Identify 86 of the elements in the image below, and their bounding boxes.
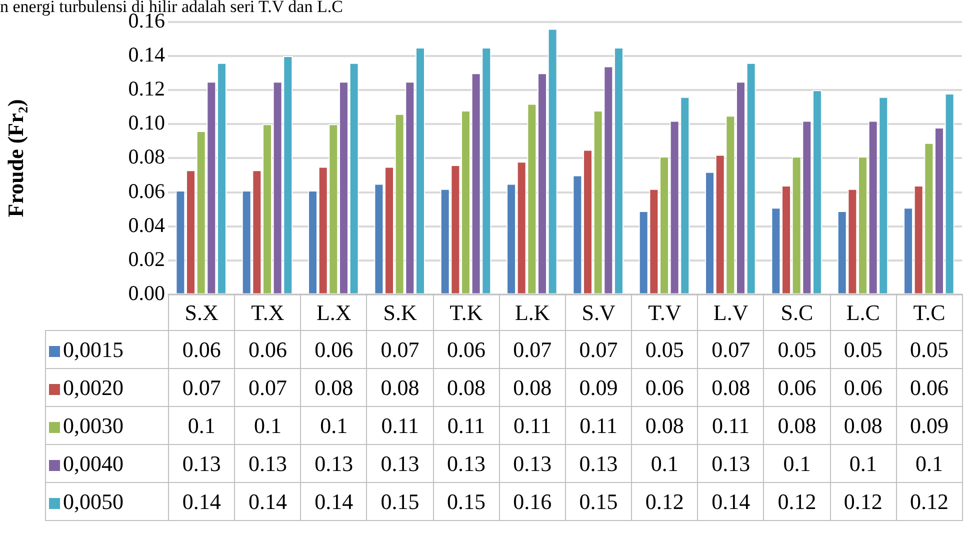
data-label: 0.05 [896, 330, 962, 368]
data-label: 0.07 [366, 330, 434, 368]
data-label: 0.07 [698, 330, 764, 368]
x-tick-label: S.V [565, 294, 632, 330]
data-label: 0.06 [830, 368, 896, 406]
data-label: 0.1 [830, 444, 896, 482]
data-label: 0.09 [896, 406, 962, 444]
data-label: 0.12 [830, 482, 896, 520]
legend-label: 0,0040 [46, 444, 168, 482]
y-axis-title: Froude (Fr₂) [2, 99, 28, 218]
data-label: 0.08 [366, 368, 434, 406]
y-tick-label: 0.14 [128, 42, 166, 67]
data-label: 0.12 [896, 482, 962, 520]
data-label: 0.16 [499, 482, 566, 520]
data-label: 0.1 [168, 406, 235, 444]
x-tick-label: L.C [830, 294, 896, 330]
data-label: 0.11 [698, 406, 764, 444]
data-label: 0.08 [433, 368, 500, 406]
data-label: 0.06 [300, 330, 367, 368]
data-label: 0.13 [366, 444, 434, 482]
data-label: 0.12 [632, 482, 698, 520]
y-tick-label: 0.02 [128, 246, 165, 271]
data-label: 0.11 [366, 406, 434, 444]
data-label: 0.08 [764, 406, 830, 444]
data-label: 0.12 [764, 482, 830, 520]
x-tick-label: S.X [168, 294, 235, 330]
y-tick-label: 0.06 [128, 178, 165, 203]
legend-label: 0,0020 [46, 368, 168, 406]
data-label: 0.06 [433, 330, 500, 368]
data-label: 0.13 [499, 444, 566, 482]
data-label: 0.13 [565, 444, 632, 482]
x-tick-label: S.K [366, 294, 434, 330]
data-label: 0.13 [168, 444, 235, 482]
data-label: 0.07 [499, 330, 566, 368]
data-label: 0.13 [234, 444, 301, 482]
data-label: 0.09 [565, 368, 632, 406]
x-tick-label: L.K [499, 294, 566, 330]
y-tick-label: 0.00 [128, 280, 165, 305]
data-label: 0.06 [632, 368, 698, 406]
x-tick-label: T.K [433, 294, 500, 330]
x-tick-label: T.C [896, 294, 962, 330]
data-label: 0.07 [565, 330, 632, 368]
y-tick-label: 0.10 [128, 110, 165, 135]
x-tick-label: S.C [764, 294, 830, 330]
data-label: 0.07 [234, 368, 301, 406]
data-label: 0.14 [234, 482, 301, 520]
y-tick-label: 0.04 [128, 212, 166, 237]
data-label: 0.1 [764, 444, 830, 482]
data-label: 0.06 [234, 330, 301, 368]
data-label: 0.06 [764, 368, 830, 406]
legend-label: 0,0015 [46, 330, 168, 368]
data-label: 0.14 [698, 482, 764, 520]
data-label: 0.15 [366, 482, 434, 520]
data-label: 0.05 [764, 330, 830, 368]
data-label: 0.08 [698, 368, 764, 406]
data-label: 0.05 [830, 330, 896, 368]
data-label: 0.15 [565, 482, 632, 520]
data-label: 0.13 [698, 444, 764, 482]
data-label: 0.06 [168, 330, 235, 368]
data-label: 0.13 [433, 444, 500, 482]
data-label: 0.1 [234, 406, 301, 444]
data-label: 0.15 [433, 482, 500, 520]
data-label: 0.14 [300, 482, 367, 520]
data-label: 0.1 [896, 444, 962, 482]
y-tick-label: 0.12 [128, 76, 165, 101]
data-label: 0.1 [300, 406, 367, 444]
x-tick-label: T.V [632, 294, 698, 330]
x-tick-label: L.V [698, 294, 764, 330]
data-label: 0.08 [632, 406, 698, 444]
legend-label: 0,0030 [46, 406, 168, 444]
data-label: 0.08 [499, 368, 566, 406]
data-label: 0.1 [632, 444, 698, 482]
data-label: 0.08 [830, 406, 896, 444]
x-tick-label: L.X [300, 294, 367, 330]
data-label: 0.08 [300, 368, 367, 406]
data-label: 0.07 [168, 368, 235, 406]
data-label: 0.14 [168, 482, 235, 520]
data-label: 0.06 [896, 368, 962, 406]
data-label: 0.11 [433, 406, 500, 444]
legend-label: 0,0050 [46, 482, 168, 520]
data-label: 0.11 [499, 406, 566, 444]
data-label: 0.11 [565, 406, 632, 444]
data-label: 0.13 [300, 444, 367, 482]
data-label: 0.05 [632, 330, 698, 368]
x-tick-label: T.X [234, 294, 301, 330]
y-tick-label: 0.08 [128, 144, 165, 169]
